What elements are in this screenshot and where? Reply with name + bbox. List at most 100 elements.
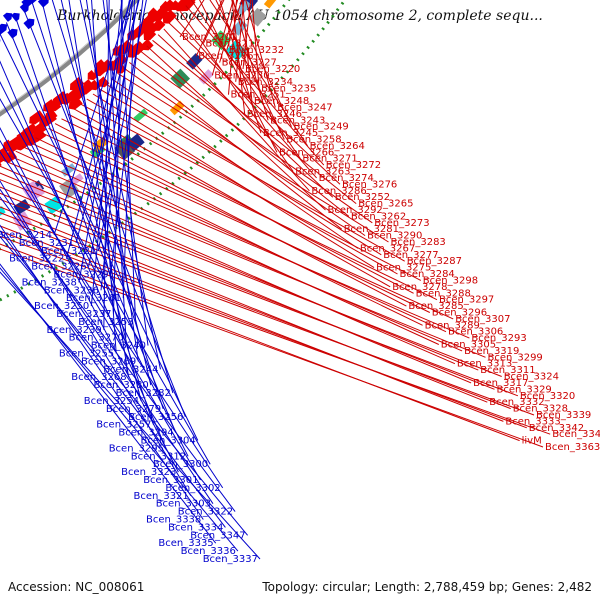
- gene-label[interactable]: Bcen_3296: [432, 308, 487, 319]
- gene-label[interactable]: Bcen_3268: [71, 372, 126, 383]
- gene-label[interactable]: Bcen_3277: [383, 250, 438, 261]
- gene-label[interactable]: Bcen_3297: [439, 295, 494, 306]
- gene-label[interactable]: Bcen_3274: [319, 173, 374, 184]
- gene-label[interactable]: Bcen_3264: [310, 141, 365, 152]
- gene-label[interactable]: Bcen_3252: [335, 192, 390, 203]
- gene-label[interactable]: Bcen_3273: [374, 218, 429, 229]
- gene-label[interactable]: Bcen_3302: [165, 483, 220, 494]
- gene-label[interactable]: Bcen_3272: [326, 160, 381, 171]
- gene-label[interactable]: Bcen_3250: [34, 301, 89, 312]
- gene-label[interactable]: Bcen_3231: [19, 238, 74, 249]
- gene-label[interactable]: Bcen_3282: [116, 388, 171, 399]
- gene-label[interactable]: Bcen_3305: [441, 340, 496, 351]
- gene-label[interactable]: Bcen_3236: [44, 285, 99, 296]
- gene-label[interactable]: Bcen_3363: [545, 442, 600, 453]
- gene-label[interactable]: Bcen_3239: [46, 325, 101, 336]
- gene-label[interactable]: Bcen_3270: [69, 333, 124, 344]
- gene-label[interactable]: Bcen_3262: [351, 211, 406, 222]
- gene-label[interactable]: Bcen_3266: [279, 147, 334, 158]
- gene-label[interactable]: Bcen_3317: [473, 378, 528, 389]
- gene-label[interactable]: Bcen_3288: [416, 288, 471, 299]
- gene-label[interactable]: Bcen_3289: [425, 320, 480, 331]
- gene-label[interactable]: Bcen_3232: [229, 45, 284, 56]
- gene-label[interactable]: Bcen_3324: [504, 372, 559, 383]
- gene-label[interactable]: Bcen_3298: [423, 275, 478, 286]
- gene-label[interactable]: Bcen_3284: [400, 269, 455, 280]
- gene-label[interactable]: Bcen_3240: [91, 341, 146, 352]
- gene-label[interactable]: Bcen_3276: [342, 179, 397, 190]
- gene-label[interactable]: Bcen_3235: [261, 83, 316, 94]
- gene-label[interactable]: Bcen_3334: [168, 522, 223, 533]
- gene-label[interactable]: Bcen_3301: [143, 475, 198, 486]
- gene-label[interactable]: Bcen_3253: [78, 317, 133, 328]
- gene-label[interactable]: Bcen_3323: [121, 467, 176, 478]
- gene-label[interactable]: Bcen_3255: [59, 349, 114, 360]
- gene-label[interactable]: Bcen_3293: [471, 333, 526, 344]
- gene-label[interactable]: Bcen_3335: [158, 538, 213, 549]
- gene-label[interactable]: Bcen_3332: [489, 397, 544, 408]
- gene-label[interactable]: Bcen_3322: [178, 507, 233, 518]
- gene-label[interactable]: Bcen_3220: [245, 64, 300, 75]
- gene-label[interactable]: Bcen_3251: [231, 90, 286, 101]
- gene-label[interactable]: Bcen_3267: [360, 243, 415, 254]
- gene-label[interactable]: Bcen_3246: [247, 109, 302, 120]
- gene-label[interactable]: Bcen_3287: [407, 256, 462, 267]
- gene-label[interactable]: Bcen_3295: [109, 443, 164, 454]
- gene-label[interactable]: Bcen_3345: [552, 429, 600, 440]
- gene-label[interactable]: Bcen_3234: [238, 77, 293, 88]
- gene-label[interactable]: Bcen_3248: [254, 96, 309, 107]
- gene-label[interactable]: Bcen_3278: [392, 282, 447, 293]
- gene-label[interactable]: Bcen_3292: [328, 205, 383, 216]
- gene-label[interactable]: Bcen_3283: [391, 237, 446, 248]
- gene-label[interactable]: Bcen_3336: [181, 546, 236, 557]
- gene-label[interactable]: Bcen_3258: [286, 135, 341, 146]
- gene-label[interactable]: Bcen_3227: [222, 58, 277, 69]
- gene-label[interactable]: Bcen_3303: [156, 499, 211, 510]
- gene-label[interactable]: Bcen_3329: [497, 384, 552, 395]
- gene-label[interactable]: Bcen_3256: [128, 412, 183, 423]
- gene-label[interactable]: Bcen_3217: [205, 38, 260, 49]
- gene-label[interactable]: Bcen_3307: [455, 314, 510, 325]
- gene-label[interactable]: Bcen_3245: [263, 128, 318, 139]
- gene-label[interactable]: Bcen_3320: [520, 391, 575, 402]
- gene-label[interactable]: Bcen_3206: [198, 51, 253, 62]
- gene-label[interactable]: Bcen_3299: [488, 352, 543, 363]
- gene-label[interactable]: Bcen_3247: [277, 103, 332, 114]
- gene-label[interactable]: Bcen_3238: [22, 277, 77, 288]
- gene-label[interactable]: Bcen_3269: [81, 356, 136, 367]
- gene-label[interactable]: Bcen_3214: [0, 230, 52, 241]
- gene-label[interactable]: Bcen_3243: [270, 115, 325, 126]
- gene-label[interactable]: Bcen_3226: [31, 262, 86, 273]
- gene-label[interactable]: Bcen_3244: [103, 364, 158, 375]
- gene-label[interactable]: Bcen_3313: [457, 359, 512, 370]
- gene-label[interactable]: Bcen_3312: [131, 451, 186, 462]
- gene-label[interactable]: Bcen_3257: [96, 420, 151, 431]
- gene-label[interactable]: Bcen_3311: [480, 365, 535, 376]
- gene-label[interactable]: Bcen_3230: [214, 70, 269, 81]
- gene-label[interactable]: Bcen_3286: [311, 186, 366, 197]
- gene-label[interactable]: Bcen_3333: [505, 416, 560, 427]
- gene-label[interactable]: Bcen_3280: [93, 380, 148, 391]
- gene-label[interactable]: Bcen_3281: [344, 224, 399, 235]
- gene-label[interactable]: Bcen_3328: [513, 404, 568, 415]
- gene-label[interactable]: Bcen_3275: [376, 263, 431, 274]
- gene-label[interactable]: Bcen_3271: [302, 154, 357, 165]
- gene-label[interactable]: Bcen_3201: [182, 32, 237, 43]
- gene-label[interactable]: Bcen_3304: [140, 436, 195, 447]
- gene-label[interactable]: Bcen_3306: [448, 327, 503, 338]
- gene-label[interactable]: Bcen_3263: [295, 167, 350, 178]
- gene-label[interactable]: Bcen_3294: [118, 428, 173, 439]
- gene-label[interactable]: Bcen_3342: [529, 423, 584, 434]
- gene-label[interactable]: Bcen_3279: [106, 404, 161, 415]
- gene-label[interactable]: Bcen_3290: [367, 231, 422, 242]
- gene-label[interactable]: Bcen_3249: [294, 122, 349, 133]
- gene-label[interactable]: Bcen_3229: [53, 270, 108, 281]
- gene-label[interactable]: Bcen_3221: [41, 246, 96, 257]
- gene-label[interactable]: Bcen_3237: [56, 309, 111, 320]
- gene-label[interactable]: Bcen_3300: [153, 459, 208, 470]
- gene-label[interactable]: livM: [522, 436, 542, 447]
- gene-label[interactable]: Bcen_3337: [203, 554, 258, 565]
- gene-label[interactable]: Bcen_3319: [464, 346, 519, 357]
- gene-label[interactable]: Bcen_3285: [408, 301, 463, 312]
- gene-label[interactable]: Bcen_3321: [133, 491, 188, 502]
